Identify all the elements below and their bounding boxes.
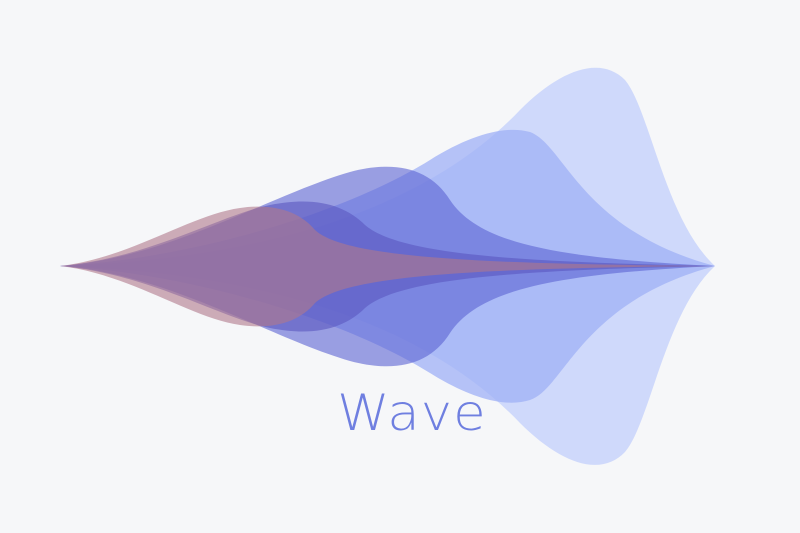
mauve-layer — [60, 206, 715, 327]
wave-wordmark: Wave — [337, 384, 487, 442]
